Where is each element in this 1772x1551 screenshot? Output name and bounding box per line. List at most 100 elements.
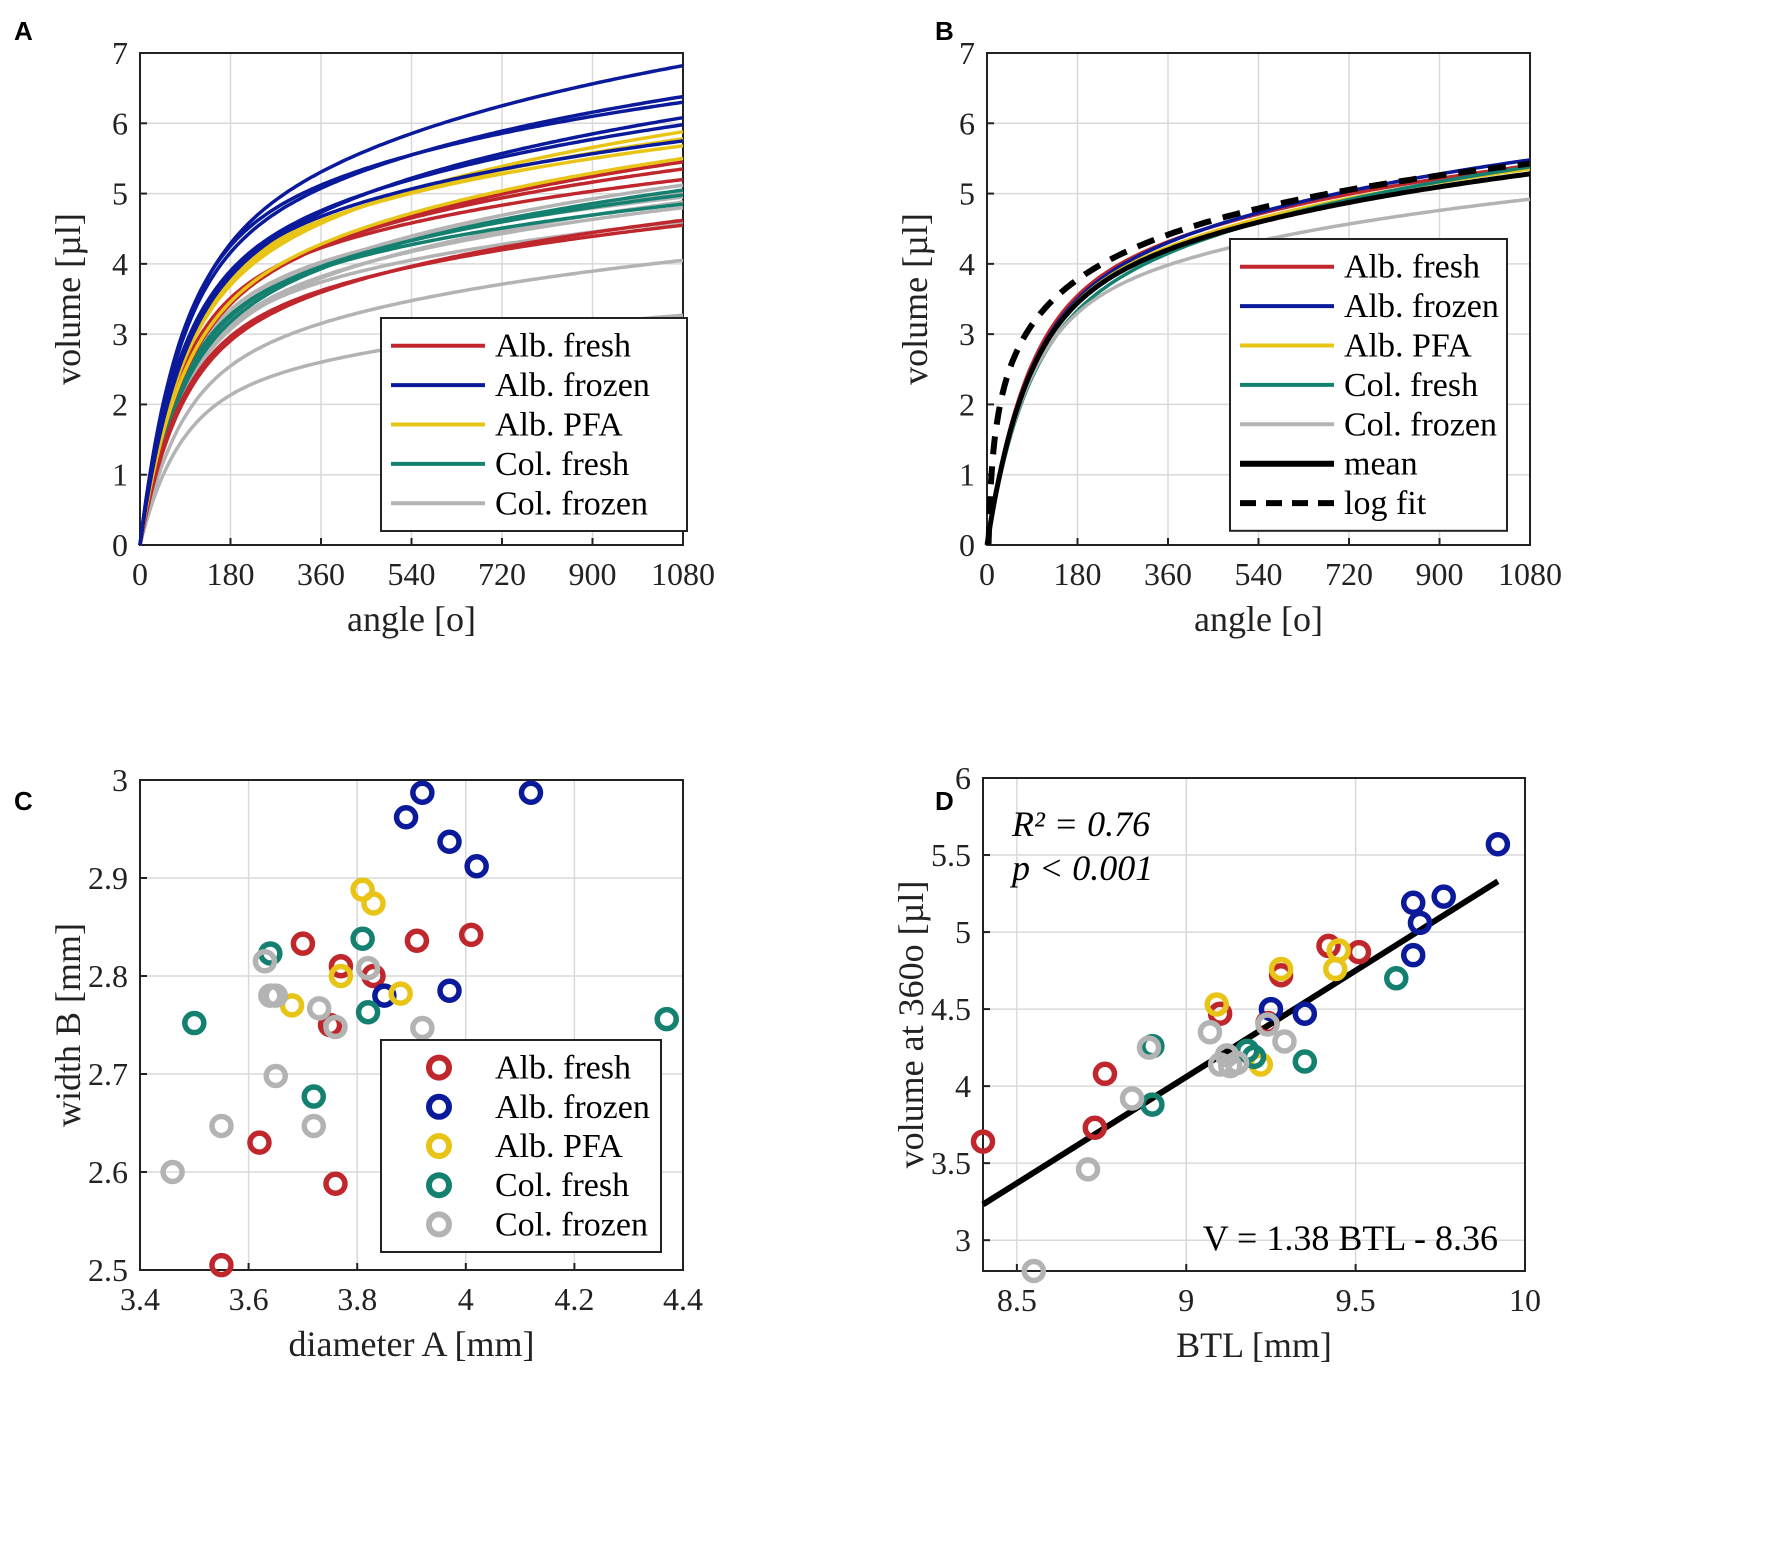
c-point-alb-fresh: [404, 928, 430, 953]
d-ytick-label: 4: [955, 1068, 971, 1104]
a-xtick-label: 540: [388, 556, 436, 592]
d-point-col-frozen: [1136, 1035, 1162, 1060]
d-point-col-frozen: [1197, 1019, 1223, 1045]
d-xtick-label: 9: [1178, 1282, 1194, 1318]
d-xtick-label: 10: [1509, 1282, 1541, 1318]
panel-d-scatter-chart: 8.5 9 9.5 10 3 3.5 4 4.5 5 5.5 6 BTL [mm] volume at …: [891, 760, 1541, 1365]
c-ytick-label: 2.5: [88, 1252, 128, 1288]
c-point-col-frozen: [355, 955, 381, 981]
c-legend-marker: [426, 1172, 452, 1199]
panel-label-b: B: [935, 16, 954, 46]
c-point-col-frozen: [258, 983, 283, 1008]
b-ytick-label: 7: [959, 35, 975, 71]
c-ytick-label: 3: [112, 762, 128, 798]
c-ytick-label: 2.8: [88, 958, 128, 994]
c-point-col-frozen: [263, 1063, 288, 1089]
c-xtick-label: 3.4: [120, 1281, 160, 1317]
c-point-alb-frozen: [518, 780, 544, 805]
c-point-alb-fresh: [247, 1130, 272, 1155]
b-ytick-label: 0: [959, 527, 975, 563]
c-legend-label: Alb. PFA: [495, 1128, 623, 1165]
b-legend-label: Col. fresh: [1344, 367, 1478, 404]
b-series-line-log-fit: [985, 160, 1530, 545]
b-ytick-label: 6: [959, 105, 975, 141]
panel-a-line-chart: 0 180 360 540 720 900 1080 0 1 2 3 4 5 6 7 angle [o] vol…: [48, 35, 715, 639]
panel-label-c: C: [14, 786, 33, 816]
c-legend-marker: [426, 1054, 452, 1081]
a-series-line-alb-frozen: [138, 139, 684, 546]
d-point-alb-frozen: [1292, 1001, 1318, 1026]
panel-label-d: D: [935, 786, 954, 816]
d-point-col-fresh: [1292, 1049, 1318, 1074]
c-point-col-fresh: [301, 1084, 327, 1109]
c-axes-frame: [139, 779, 684, 1271]
c-legend-marker: [426, 1093, 452, 1120]
a-xtick-label: 180: [207, 556, 255, 592]
a-legend-label: Alb. frozen: [495, 367, 650, 404]
d-point-alb-fresh: [1092, 1061, 1118, 1087]
c-legend-marker: [426, 1133, 452, 1159]
a-ytick-label: 7: [112, 35, 128, 71]
a-series-line-alb-fresh: [138, 177, 684, 546]
d-ytick-label: 5: [955, 914, 971, 950]
c-ytick-label: 2.7: [88, 1056, 128, 1092]
d-xtick-label: 9.5: [1336, 1282, 1376, 1318]
c-xtick-label: 3.6: [229, 1281, 269, 1317]
c-xtick-label: 4.2: [554, 1281, 594, 1317]
d-point-alb-frozen: [1485, 831, 1511, 857]
d-point-alb-pfa: [1326, 938, 1351, 963]
d-point-col-frozen: [1255, 1012, 1280, 1037]
c-point-alb-fresh: [458, 922, 484, 948]
panel-c-scatter-chart: 3.4 3.6 3.8 4 4.2 4.4 2.5 2.6 2.7 2.8 2.9 3 diameter…: [48, 762, 703, 1364]
c-xtick-label: 4.4: [663, 1281, 703, 1317]
d-ytick-label: 3.5: [931, 1145, 971, 1181]
d-ytick-label: 3: [955, 1222, 971, 1258]
c-point-col-frozen: [323, 1014, 348, 1040]
c-point-alb-frozen: [437, 978, 462, 1003]
b-ytick-label: 3: [959, 316, 975, 352]
c-point-col-fresh: [654, 1006, 679, 1032]
c-xtick-label: 3.8: [337, 1281, 377, 1317]
b-legend-label: Col. frozen: [1344, 406, 1497, 443]
a-axes-frame: [139, 52, 684, 546]
b-legend-label: Alb. frozen: [1344, 288, 1499, 325]
d-xlabel: BTL [mm]: [1176, 1325, 1332, 1365]
c-point-col-frozen: [160, 1159, 185, 1185]
a-xtick-label: 900: [569, 556, 617, 592]
a-series-line-alb-pfa: [138, 156, 684, 546]
b-ylabel: volume [µl]: [895, 213, 935, 385]
c-point-alb-pfa: [328, 963, 354, 989]
a-ytick-label: 2: [112, 386, 128, 422]
b-xtick-label: 360: [1144, 556, 1192, 592]
a-ytick-label: 4: [112, 246, 128, 282]
c-ytick-label: 2.6: [88, 1154, 128, 1190]
c-point-col-frozen: [410, 1015, 435, 1041]
b-xtick-label: 720: [1325, 556, 1373, 592]
a-ytick-label: 3: [112, 316, 128, 352]
c-point-alb-fresh: [290, 931, 316, 956]
c-point-alb-fresh: [209, 1252, 234, 1278]
c-point-col-frozen: [252, 949, 278, 974]
a-series-line-alb-frozen: [138, 100, 684, 546]
c-legend-label: Col. fresh: [495, 1167, 629, 1204]
c-point-col-frozen: [301, 1113, 327, 1139]
d-ytick-label: 6: [955, 760, 971, 796]
c-legend-marker: [426, 1211, 452, 1238]
b-xtick-label: 1080: [1498, 556, 1562, 592]
d-point-alb-pfa: [1268, 956, 1294, 982]
a-series-line-alb-fresh: [138, 223, 684, 546]
b-legend-label: log fit: [1344, 485, 1427, 522]
b-ytick-label: 5: [959, 176, 975, 212]
a-legend-label: Alb. fresh: [495, 328, 631, 365]
b-legend-label: mean: [1344, 446, 1418, 483]
d-point-col-frozen: [1119, 1086, 1145, 1111]
b-axes-frame: [986, 52, 1531, 546]
a-ytick-label: 0: [112, 527, 128, 563]
b-xtick-label: 0: [979, 556, 995, 592]
b-xtick-label: 180: [1054, 556, 1102, 592]
c-point-alb-frozen: [464, 853, 489, 879]
d-point-alb-fresh: [1082, 1115, 1108, 1140]
d-r-squared-annotation: R² = 0.76: [1011, 804, 1150, 844]
a-xtick-label: 0: [132, 556, 148, 592]
